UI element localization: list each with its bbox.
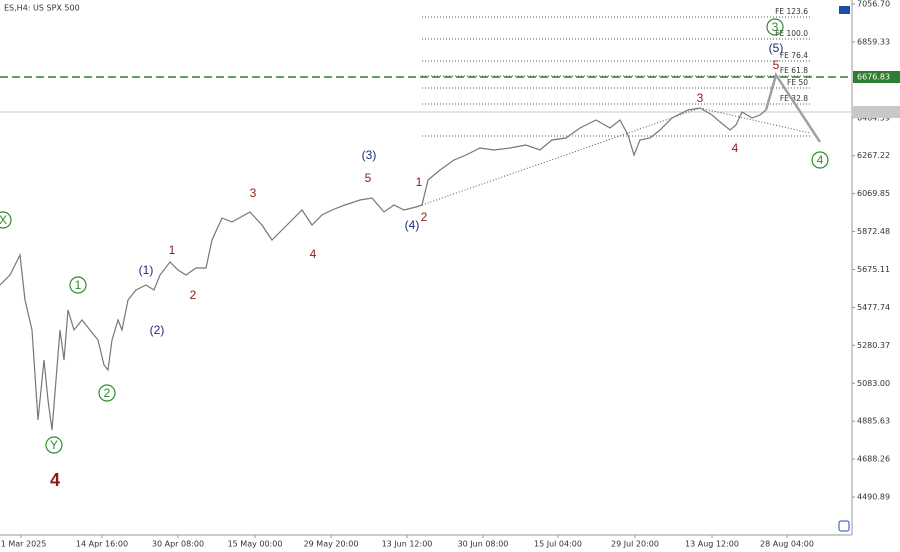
wave-label: 2 — [190, 288, 197, 302]
x-tick-label: 28 Aug 04:00 — [760, 540, 814, 549]
wave-label: 5 — [773, 58, 780, 72]
fib-label: FE 50 — [787, 78, 808, 87]
wave-circle — [45, 436, 63, 454]
icon[interactable] — [838, 520, 850, 532]
wave-label: 5 — [365, 171, 372, 185]
x-tick-label: 30 Apr 08:00 — [152, 540, 204, 549]
y-tick-label: 4490.89 — [857, 493, 890, 502]
y-tick-label: 5872.48 — [857, 227, 890, 236]
fib-label: FE 32.8 — [780, 94, 808, 103]
wave-label: 4 — [50, 470, 60, 490]
wave-circle — [98, 384, 116, 402]
y-tick-label: 5280.37 — [857, 341, 890, 350]
wave-label: Y — [50, 438, 58, 452]
icon[interactable] — [839, 6, 850, 14]
wave-label: 3 — [697, 91, 704, 105]
wave-circle — [69, 276, 87, 294]
y-tick-label: 5477.74 — [857, 303, 890, 312]
x-tick-label: 14 Apr 16:00 — [76, 540, 128, 549]
y-tick-label: 6069.85 — [857, 189, 890, 198]
fib-label: FE 76.4 — [780, 51, 808, 60]
x-tick-label: 30 Jun 08:00 — [458, 540, 509, 549]
wave-label: 4 — [817, 153, 824, 167]
x-tick-label: 15 Jul 04:00 — [534, 540, 582, 549]
wave-label: X — [0, 213, 7, 227]
last-price-box — [853, 105, 900, 118]
fib-label: FE 100.0 — [775, 29, 808, 38]
level-box — [853, 70, 900, 83]
price-line — [0, 107, 767, 431]
wave-label: 2 — [421, 210, 428, 224]
wave-label: (5) — [769, 41, 784, 55]
wave-label: 1 — [169, 243, 176, 257]
x-tick-label: 13 Jun 12:00 — [382, 540, 433, 549]
x-tick-label: 29 Jul 20:00 — [611, 540, 659, 549]
y-tick-label: 4885.63 — [857, 417, 890, 426]
wave-label: 4 — [732, 141, 739, 155]
wave-label: (1) — [139, 263, 154, 277]
wave-label: (2) — [150, 323, 165, 337]
y-tick-label: 4688.26 — [857, 455, 890, 464]
y-tick-label: 6267.22 — [857, 151, 890, 160]
wave-circle — [811, 151, 829, 169]
wave-label: 1 — [416, 175, 423, 189]
wave-label: 1 — [75, 278, 82, 292]
wave-label: (3) — [362, 148, 377, 162]
trend-line — [421, 107, 701, 206]
wave-label: 2 — [104, 386, 111, 400]
trend-line — [699, 107, 811, 134]
x-tick-label: 13 Aug 12:00 — [685, 540, 739, 549]
y-tick-label: 5083.00 — [857, 379, 890, 388]
y-tick-label: 7056.70 — [857, 0, 890, 8]
x-tick-label: 29 May 20:00 — [304, 540, 359, 549]
y-tick-label: 6859.33 — [857, 37, 890, 46]
y-tick-label: 5675.11 — [857, 265, 890, 274]
x-tick-label: 15 May 00:00 — [228, 540, 283, 549]
fib-label: FE 123.6 — [775, 7, 808, 16]
wave-label: 3 — [250, 186, 257, 200]
price-line — [764, 72, 822, 143]
wave-label: 3 — [772, 20, 779, 34]
wave-label: (4) — [405, 218, 420, 232]
chart-title: ES,H4: US SPX 500 — [4, 4, 80, 13]
x-tick-label: 31 Mar 2025 — [0, 540, 46, 549]
level-label: 6676.83 — [857, 72, 890, 81]
wave-label: 4 — [310, 247, 317, 261]
wave-circle — [766, 18, 784, 36]
wave-circle — [0, 211, 12, 229]
fib-label: FE 61.8 — [780, 66, 808, 75]
